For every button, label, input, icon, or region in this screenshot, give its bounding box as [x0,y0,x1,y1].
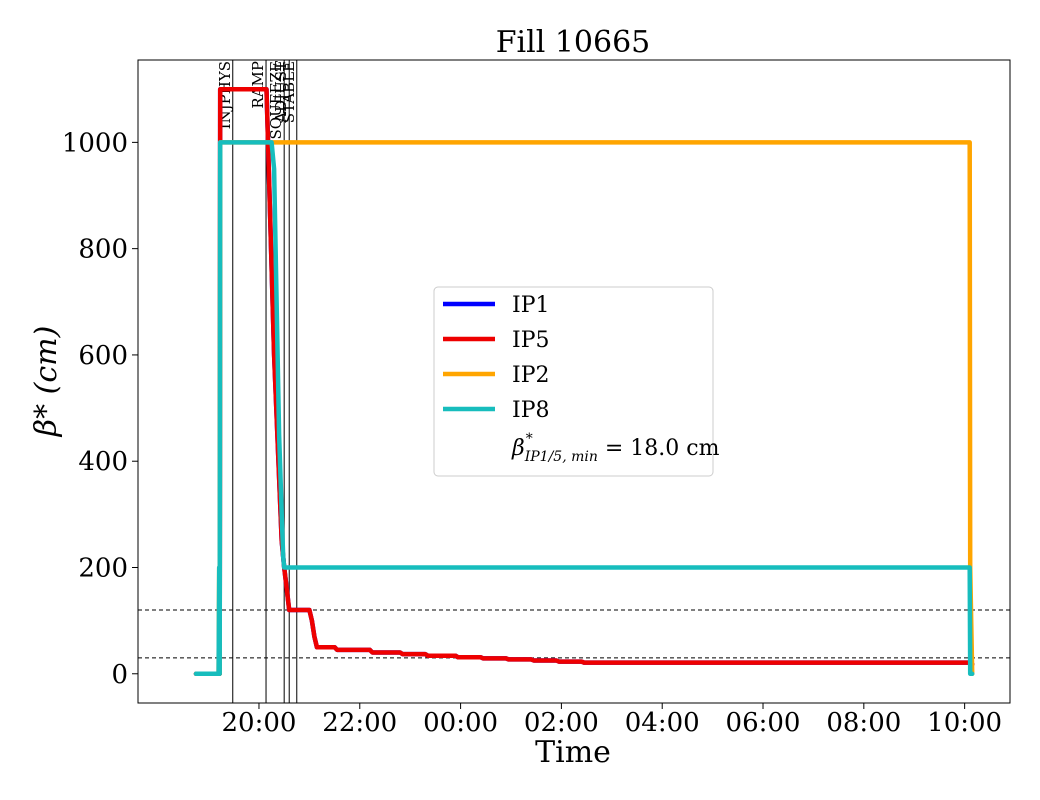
x-tick-label: 22:00 [322,708,397,738]
x-tick-label: 04:00 [625,708,700,738]
legend-entries: IP1 IP5 IP2 IP8 [443,293,550,423]
legend-label-ip5: IP5 [512,328,550,353]
phase-label-squeeze: SQUEEZE [267,61,285,140]
x-tick-label: 00:00 [423,708,498,738]
chart-title: Fill 10665 [496,25,651,60]
y-tick-label: 800 [78,235,128,265]
x-tick-label: 02:00 [524,708,599,738]
legend-note: β* IP1/5, min = 18.0 cm [511,431,720,465]
x-axis-label: Time [535,735,611,770]
legend-label-ip1: IP1 [512,293,550,318]
legend-note-star: * [526,431,533,447]
series-line-ip8 [193,140,975,677]
plot-frame [137,59,1011,704]
phase-label-ramp: RAMP [249,61,267,109]
x-tick-label: 06:00 [726,708,801,738]
phase-label-adjust: ADJUST [272,61,290,124]
legend-note-symbol: β [511,436,525,461]
y-axis-label: β* (cm) [29,326,64,438]
legend-note-value: = 18.0 cm [598,436,720,461]
legend: IP1 IP5 IP2 IP8 β* IP1/5, min = 18.0 cm [433,286,720,477]
x-tick-label: 10:00 [927,708,1002,738]
x-axis: 20:00 22:00 00:00 02:00 04:00 06:00 08:00 10:00 [222,703,1002,738]
legend-label-ip2: IP2 [512,363,550,388]
y-tick-label: 200 [78,553,128,583]
x-tick-label: 08:00 [826,708,901,738]
y-tick-label: 400 [78,447,128,477]
legend-label-ip8: IP8 [512,398,550,423]
legend-box [433,286,714,477]
y-tick-label: 1000 [62,128,128,158]
x-tick-label: 20:00 [222,708,297,738]
y-tick-label: 600 [78,341,128,371]
phase-label-stable: STABLE [280,61,298,123]
legend-note-subscript: IP1/5, min [524,449,598,465]
y-axis: 0 200 400 600 800 1000 [62,128,138,690]
y-tick-label: 0 [111,660,128,690]
